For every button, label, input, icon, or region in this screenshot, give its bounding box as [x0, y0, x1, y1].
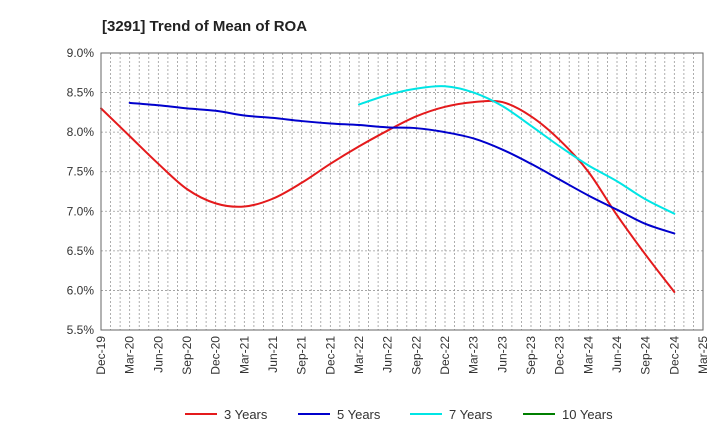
- x-tick-label: Dec-23: [553, 336, 567, 375]
- series-line-3-years: [100, 99, 676, 294]
- x-tick-label: Mar-21: [237, 336, 251, 374]
- x-tick-label: Mar-20: [123, 336, 137, 374]
- y-tick-label: 7.0%: [67, 204, 95, 218]
- x-tick-label: Sep-21: [295, 336, 309, 375]
- x-tick-label: Jun-24: [610, 336, 624, 373]
- x-axis: Dec-19 Mar-20 Jun-20 Sep-20 Dec-20 Mar-21 Jun-…: [94, 336, 710, 375]
- grid: [101, 52, 703, 331]
- y-tick-label: 8.5%: [67, 86, 95, 100]
- legend-label: 3 Years: [224, 407, 268, 422]
- legend-label: 10 Years: [562, 407, 613, 422]
- x-tick-label: Mar-25: [696, 336, 710, 374]
- y-tick-label: 5.5%: [67, 323, 95, 337]
- series-line-7-years: [358, 85, 676, 215]
- x-tick-label: Jun-21: [266, 336, 280, 373]
- y-tick-label: 6.0%: [67, 283, 95, 297]
- x-tick-label: Dec-22: [438, 336, 452, 375]
- x-tick-label: Mar-24: [581, 336, 595, 374]
- legend: 3 Years 5 Years 7 Years 10 Years: [185, 407, 613, 422]
- legend-label: 5 Years: [337, 407, 381, 422]
- x-tick-label: Mar-23: [467, 336, 481, 374]
- x-tick-label: Sep-20: [180, 336, 194, 375]
- plot-frame: [100, 52, 704, 331]
- x-tick-label: Sep-22: [409, 336, 423, 375]
- y-tick-label: 6.5%: [67, 244, 95, 258]
- x-tick-label: Jun-23: [495, 336, 509, 373]
- chart-title: [3291] Trend of Mean of ROA: [102, 18, 307, 35]
- y-tick-label: 7.5%: [67, 165, 95, 179]
- series-line-5-years: [128, 101, 676, 235]
- x-tick-label: Sep-23: [524, 336, 538, 375]
- x-tick-label: Dec-21: [323, 336, 337, 375]
- x-tick-label: Dec-24: [667, 336, 681, 375]
- x-tick-label: Sep-24: [639, 336, 653, 375]
- y-axis: 5.5% 6.0% 6.5% 7.0% 7.5% 8.0% 8.5% 9.0%: [67, 46, 95, 337]
- x-tick-label: Mar-22: [352, 336, 366, 374]
- x-tick-label: Dec-19: [94, 336, 108, 375]
- y-tick-label: 8.0%: [67, 125, 95, 139]
- x-tick-label: Dec-20: [209, 336, 223, 375]
- x-tick-label: Jun-20: [151, 336, 165, 373]
- legend-label: 7 Years: [449, 407, 493, 422]
- y-tick-label: 9.0%: [67, 46, 95, 60]
- series-lines: [100, 85, 676, 294]
- x-tick-label: Jun-22: [381, 336, 395, 373]
